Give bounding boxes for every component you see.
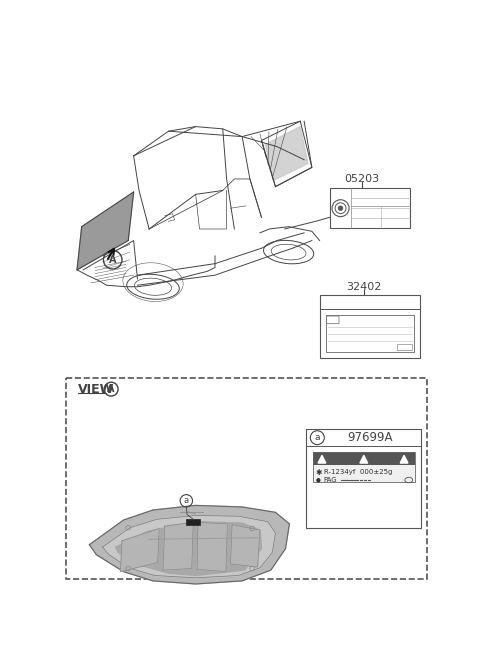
Text: R-1234yf  000±25g: R-1234yf 000±25g: [324, 469, 392, 475]
Polygon shape: [89, 505, 289, 584]
Polygon shape: [230, 525, 260, 567]
Text: A: A: [109, 255, 117, 265]
Polygon shape: [318, 455, 326, 463]
Bar: [66, 378, 427, 579]
Text: ●: ●: [316, 478, 321, 482]
Polygon shape: [197, 522, 228, 572]
Text: ✱: ✱: [316, 468, 322, 477]
Text: 05203: 05203: [345, 174, 380, 184]
Text: PAG: PAG: [324, 477, 337, 483]
Polygon shape: [120, 528, 159, 572]
Bar: [312, 452, 415, 482]
Bar: [312, 452, 415, 464]
Polygon shape: [400, 455, 408, 463]
Text: 97699A: 97699A: [347, 431, 393, 444]
Text: A: A: [108, 384, 115, 394]
FancyBboxPatch shape: [326, 316, 339, 324]
Text: a: a: [314, 433, 320, 442]
Text: a: a: [184, 496, 189, 505]
Bar: [306, 429, 421, 528]
Bar: [186, 519, 200, 526]
Text: 32402: 32402: [346, 282, 382, 292]
Polygon shape: [360, 455, 368, 463]
Polygon shape: [163, 522, 193, 570]
Text: VIEW: VIEW: [78, 382, 114, 396]
Bar: [320, 295, 420, 358]
Bar: [326, 315, 414, 352]
Polygon shape: [265, 127, 308, 181]
Polygon shape: [77, 192, 133, 270]
Bar: [312, 464, 415, 482]
Circle shape: [338, 206, 343, 210]
Polygon shape: [116, 522, 262, 576]
Bar: [397, 344, 412, 350]
Polygon shape: [103, 516, 276, 578]
Bar: [330, 188, 410, 228]
